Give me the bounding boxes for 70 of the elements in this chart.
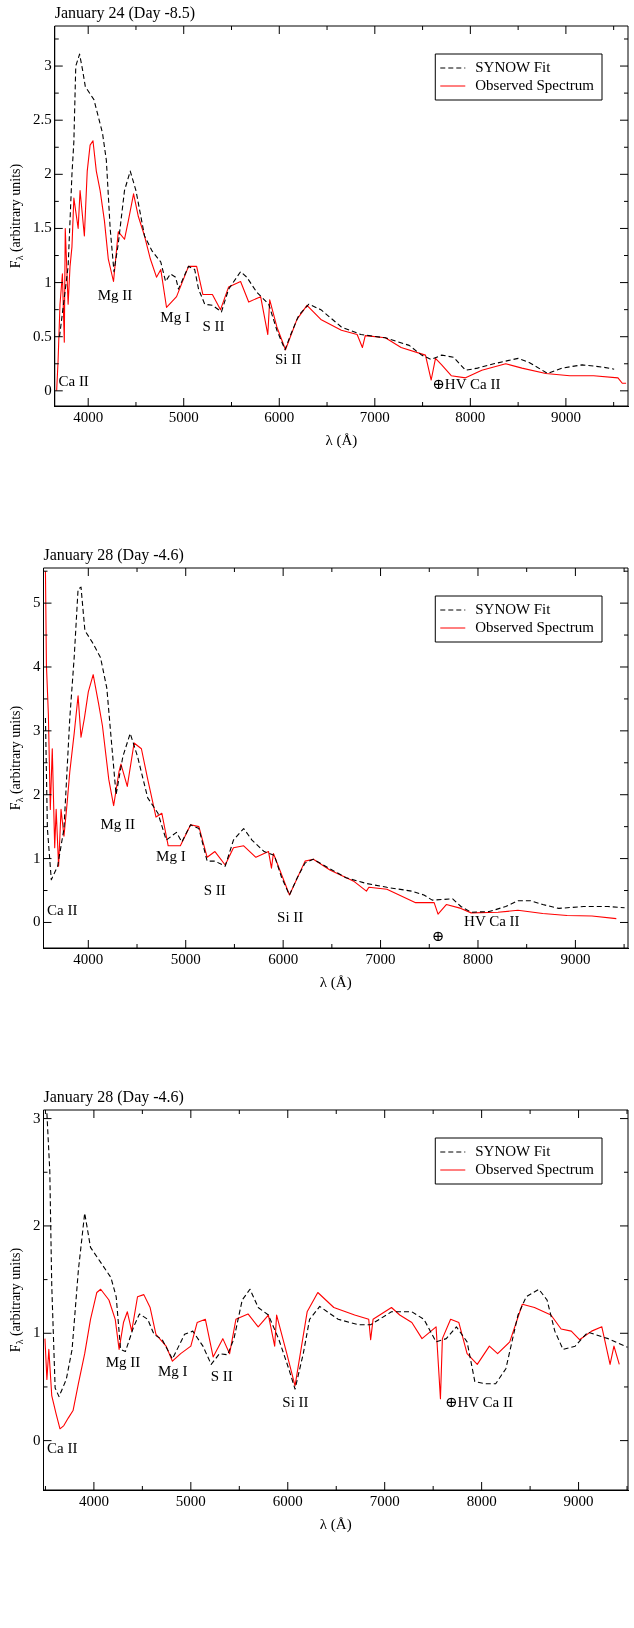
- y-tick-label: 3: [44, 56, 52, 73]
- y-tick-label: 2: [33, 1216, 41, 1233]
- legend-label: Observed Spectrum: [475, 618, 595, 635]
- x-axis-title: λ (Å): [319, 1515, 352, 1533]
- y-tick-label: 0: [33, 1431, 41, 1448]
- x-tick-label: 9000: [563, 1492, 594, 1509]
- x-tick-label: 4000: [78, 1492, 109, 1509]
- y-axis-title: Fλ (arbitrary units): [7, 705, 25, 811]
- annotation: Mg II: [100, 816, 136, 833]
- x-tick-label: 5000: [170, 950, 201, 967]
- x-tick-label: 4000: [73, 408, 104, 425]
- x-tick-label: 7000: [359, 408, 390, 425]
- y-tick-label: 4: [33, 657, 41, 674]
- x-tick-label: 9000: [560, 950, 591, 967]
- x-tick-label: 5000: [175, 1492, 206, 1509]
- x-tick-label: 8000: [462, 950, 493, 967]
- annotation: HV Ca II: [464, 913, 520, 930]
- chart-title: January 24 (Day -8.5): [54, 4, 196, 22]
- x-tick-label: 4000: [73, 950, 104, 967]
- annotation: Ca II: [58, 373, 89, 389]
- annotation: Si II: [274, 351, 302, 368]
- y-tick-label: 3: [33, 721, 41, 738]
- legend-label: Observed Spectrum: [475, 1160, 595, 1177]
- annotation: Ca II: [47, 902, 78, 919]
- y-tick-label: 3: [33, 1109, 41, 1126]
- annotation: Mg I: [160, 309, 190, 326]
- y-tick-label: 5: [33, 594, 41, 611]
- y-tick-label: 2: [33, 785, 41, 802]
- annotation: Mg I: [157, 1362, 188, 1379]
- x-tick-label: 6000: [268, 950, 299, 967]
- x-axis-title: λ (Å): [319, 973, 352, 991]
- x-tick-label: 5000: [168, 408, 199, 425]
- x-tick-label: 6000: [272, 1492, 303, 1509]
- y-tick-label: 0: [44, 381, 52, 398]
- chart-title: January 28 (Day -4.6): [43, 546, 184, 564]
- line-series: [58, 53, 615, 375]
- annotation: S II: [202, 317, 225, 334]
- legend-label: Observed Spectrum: [475, 76, 595, 93]
- y-tick-label: 1: [33, 849, 41, 866]
- annotation: Ca II: [47, 1439, 78, 1456]
- annotation: Mg II: [105, 1354, 141, 1371]
- y-axis-title: Fλ (arbitrary units): [7, 1247, 25, 1353]
- x-tick-label: 8000: [455, 408, 486, 425]
- annotation: ⊕HV Ca II: [444, 1393, 514, 1410]
- annotation: Si II: [277, 908, 304, 925]
- y-tick-label: 2.5: [33, 111, 52, 128]
- y-tick-label: 2: [44, 165, 52, 182]
- x-tick-label: 7000: [369, 1492, 400, 1509]
- annotation: ⊕HV Ca II: [432, 376, 501, 393]
- y-tick-label: 0.5: [33, 327, 52, 344]
- x-tick-label: 8000: [466, 1492, 497, 1509]
- y-tick-label: 1: [33, 1324, 41, 1341]
- y-axis-title: Fλ (arbitrary units): [7, 163, 25, 269]
- chart-title: January 28 (Day -4.6): [43, 1088, 184, 1106]
- annotation: S II: [210, 1368, 233, 1385]
- legend-label: SYNOW Fit: [475, 58, 552, 75]
- y-tick-label: 0: [33, 913, 41, 930]
- y-tick-label: 1: [44, 273, 52, 290]
- annotation: Mg I: [156, 848, 186, 865]
- x-tick-label: 6000: [264, 408, 295, 425]
- annotation: S II: [203, 881, 226, 898]
- x-tick-label: 9000: [550, 408, 581, 425]
- annotation: ⊕: [431, 927, 445, 944]
- annotation: Mg II: [97, 287, 133, 304]
- annotation: Si II: [282, 1393, 309, 1410]
- legend-label: SYNOW Fit: [475, 1142, 552, 1159]
- y-tick-label: 1.5: [33, 219, 52, 236]
- x-axis-title: λ (Å): [325, 431, 358, 449]
- x-tick-label: 7000: [365, 950, 396, 967]
- legend-label: SYNOW Fit: [475, 600, 552, 617]
